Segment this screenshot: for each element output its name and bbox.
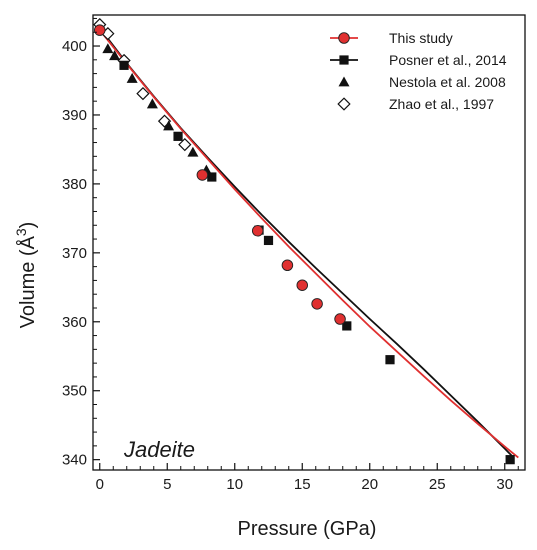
- fit-line-this-study: [99, 29, 519, 459]
- point-posner-2014: [173, 131, 183, 141]
- y-tick-label: 350: [62, 383, 87, 400]
- legend-label-this-study: This study: [389, 30, 453, 46]
- point-posner-2014: [342, 321, 352, 331]
- legend-marker-posner-2014: [339, 55, 349, 65]
- sample-annotation: Jadeite: [123, 437, 195, 462]
- x-tick-label: 25: [429, 476, 446, 493]
- legend-label-posner-2014: Posner et al., 2014: [389, 52, 507, 68]
- legend-marker-nestola-2008: [338, 76, 350, 87]
- point-posner-2014: [263, 235, 274, 246]
- point-this-study: [93, 24, 106, 36]
- legend: This study Posner et al., 2014 Nestola et …: [330, 30, 507, 112]
- y-axis-title-close: ): [17, 222, 39, 229]
- y-tick-label: 360: [62, 314, 87, 331]
- point-posner-2014: [119, 60, 129, 70]
- y-tick-label: 390: [62, 107, 87, 124]
- y-axis-ticks: 340 350 360 370 380 390 400: [62, 17, 100, 469]
- point-posner-2014: [385, 355, 395, 365]
- x-tick-label: 15: [294, 476, 311, 493]
- point-this-study: [196, 169, 209, 181]
- point-posner-2014: [207, 172, 217, 182]
- legend-label-zhao-1997: Zhao et al., 1997: [389, 96, 494, 112]
- point-this-study: [251, 225, 264, 237]
- x-tick-label: 10: [226, 476, 243, 493]
- point-nestola-2008: [146, 98, 158, 109]
- x-tick-label: 30: [496, 476, 513, 493]
- point-nestola-2008: [109, 50, 121, 61]
- plot-area-border: [92, 14, 526, 471]
- y-axis-title: Volume (Å3): [13, 222, 39, 329]
- fit-line-posner-2014: [99, 27, 514, 458]
- y-tick-label: 340: [62, 452, 87, 469]
- x-axis-title: Pressure (GPa): [238, 518, 377, 540]
- point-nestola-2008: [163, 120, 175, 131]
- x-tick-label: 5: [163, 476, 171, 493]
- point-this-study: [311, 298, 323, 310]
- legend-marker-zhao-1997: [337, 97, 351, 111]
- plot-frame: [92, 14, 526, 471]
- data-markers: [93, 18, 515, 465]
- y-axis-title-main: Volume (Å: [16, 235, 39, 328]
- point-this-study: [281, 259, 294, 272]
- y-tick-label: 370: [62, 245, 87, 262]
- legend-marker-this-study: [338, 32, 350, 44]
- point-zhao-1997: [178, 137, 192, 152]
- point-posner-2014: [505, 455, 515, 465]
- point-this-study: [334, 313, 346, 325]
- legend-label-nestola-2008: Nestola et al. 2008: [389, 74, 506, 90]
- y-tick-label: 380: [62, 176, 87, 193]
- x-axis-ticks: 0 5 10 15 20 25 30: [96, 463, 519, 493]
- point-this-study: [296, 279, 309, 291]
- y-axis-title-superscript: 3: [13, 228, 29, 236]
- point-zhao-1997: [136, 86, 150, 101]
- x-tick-label: 20: [361, 476, 378, 493]
- point-nestola-2008: [126, 72, 138, 83]
- x-tick-label: 0: [96, 476, 104, 493]
- fit-curves: [99, 27, 519, 459]
- y-tick-label: 400: [62, 38, 87, 55]
- point-nestola-2008: [187, 146, 199, 157]
- point-zhao-1997: [157, 114, 172, 128]
- point-nestola-2008: [102, 43, 114, 54]
